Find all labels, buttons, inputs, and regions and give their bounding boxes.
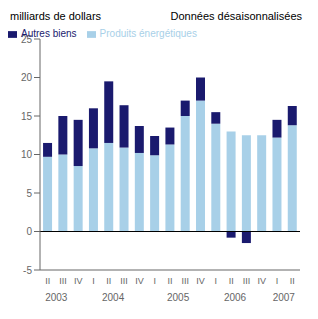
svg-text:IV: IV	[258, 276, 267, 286]
svg-text:I: I	[92, 276, 95, 286]
svg-text:III: III	[243, 276, 251, 286]
svg-text:I: I	[153, 276, 156, 286]
svg-text:2004: 2004	[102, 292, 125, 303]
svg-text:II: II	[45, 276, 50, 286]
svg-text:15: 15	[21, 111, 33, 122]
svg-text:II: II	[229, 276, 234, 286]
svg-text:IV: IV	[135, 276, 144, 286]
svg-text:IV: IV	[74, 276, 83, 286]
svg-text:I: I	[215, 276, 218, 286]
svg-text:10: 10	[21, 149, 33, 160]
svg-text:2005: 2005	[167, 292, 190, 303]
svg-text:2007: 2007	[273, 292, 296, 303]
svg-text:III: III	[120, 276, 128, 286]
svg-text:20: 20	[21, 72, 33, 83]
svg-text:II: II	[167, 276, 172, 286]
svg-text:25: 25	[21, 34, 33, 45]
svg-text:2003: 2003	[45, 292, 68, 303]
svg-text:2006: 2006	[224, 292, 247, 303]
svg-text:II: II	[290, 276, 295, 286]
svg-text:III: III	[182, 276, 190, 286]
svg-text:III: III	[59, 276, 67, 286]
svg-text:-5: -5	[23, 265, 32, 276]
svg-text:5: 5	[26, 188, 32, 199]
svg-text:II: II	[106, 276, 111, 286]
svg-text:IV: IV	[196, 276, 205, 286]
svg-text:0: 0	[26, 226, 32, 237]
svg-text:I: I	[276, 276, 279, 286]
